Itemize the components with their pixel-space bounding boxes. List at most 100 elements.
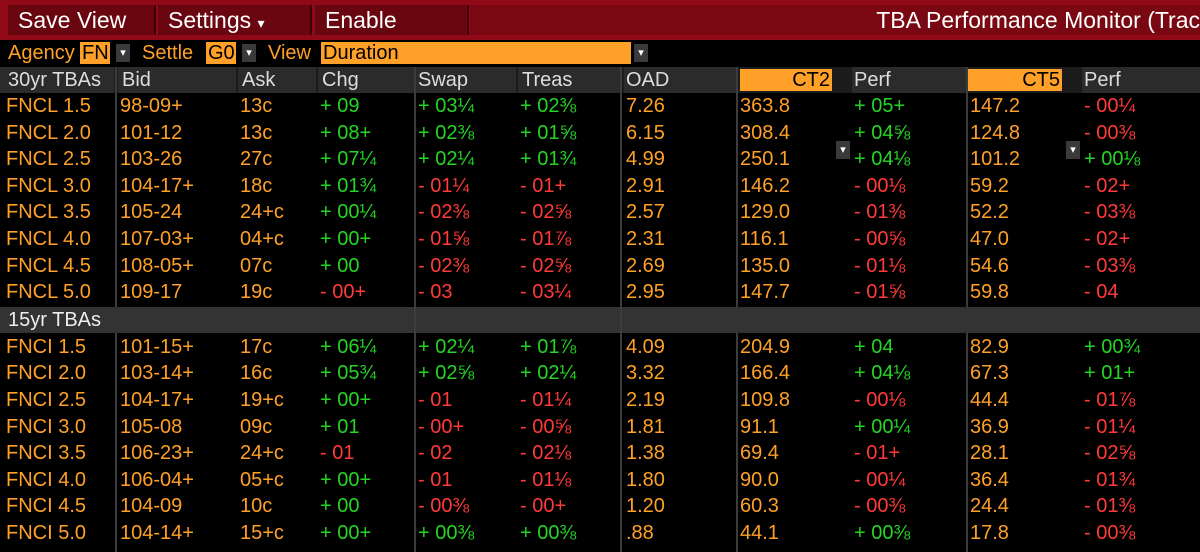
- cell-treas: + 01¾: [520, 148, 577, 171]
- cell-chg: + 01¾: [320, 174, 377, 197]
- cell-ct5: 101.2: [970, 148, 1021, 171]
- header-oad[interactable]: OAD: [624, 67, 736, 93]
- ct2-dropdown-icon[interactable]: ▾: [836, 141, 850, 159]
- cell-ct5: 52.2: [970, 201, 1009, 224]
- cell-perf1: - 01⅝: [854, 281, 906, 304]
- table-row[interactable]: FNCL 5.0 109-17 19c - 00+ - 03 - 03¼ 2.95 147.7…: [0, 279, 1200, 306]
- cell-ct5: 17.8: [970, 522, 1009, 544]
- cell-ask: 05+c: [240, 468, 284, 491]
- table-row[interactable]: FNCL 4.5 108-05+ 07c + 00 - 02⅜ - 02⅝ 2.69 135.…: [0, 253, 1200, 280]
- cell-oad: 2.69: [626, 254, 665, 277]
- settings-button[interactable]: Settings ▾: [158, 5, 312, 35]
- cell-perf2: - 00¼: [1084, 95, 1136, 117]
- cell-ct5: 54.6: [970, 254, 1009, 277]
- cell-ask: 04+c: [240, 228, 284, 250]
- cell-bid: 105-24: [120, 201, 183, 224]
- cell-perf1: + 04⅛: [854, 362, 911, 385]
- cell-name[interactable]: FNCL 3.5: [6, 201, 91, 224]
- cell-ask: 18c: [240, 174, 273, 197]
- table-row[interactable]: FNCL 1.5 98-09+ 13c + 09 + 03¼ + 02⅜ 7.26 363.8…: [0, 93, 1200, 120]
- table-row[interactable]: FNCL 3.5 105-24 24+c + 00¼ - 02⅜ - 02⅝ 2.57 129…: [0, 199, 1200, 226]
- header-swap[interactable]: Swap: [416, 67, 516, 93]
- table-row[interactable]: FNCI 1.5 101-15+ 17c + 06¼ + 02¼ + 01⅞ 4.09 204…: [0, 334, 1200, 361]
- ct2-selector[interactable]: CT2: [740, 69, 832, 91]
- cell-chg: + 00: [320, 254, 360, 277]
- cell-chg: + 00+: [320, 228, 372, 250]
- cell-name[interactable]: FNCI 3.5: [6, 442, 87, 465]
- cell-treas: + 02¼: [520, 362, 577, 385]
- cell-ask: 16c: [240, 362, 273, 385]
- settle-label: Settle: [142, 42, 194, 64]
- cell-perf2: - 00⅜: [1084, 522, 1136, 544]
- cell-name[interactable]: FNCL 1.5: [6, 95, 91, 117]
- table-row[interactable]: FNCL 4.0 107-03+ 04+c + 00+ - 01⅝ - 01⅞ 2.31 11…: [0, 226, 1200, 253]
- cell-treas: + 01⅝: [520, 121, 577, 144]
- cell-treas: - 03¼: [520, 281, 572, 304]
- header-bid[interactable]: Bid: [118, 67, 236, 93]
- cell-oad: 7.26: [626, 95, 665, 117]
- cell-perf2: - 03⅜: [1084, 201, 1136, 224]
- cell-name[interactable]: FNCL 3.0: [6, 174, 91, 197]
- cell-perf2: + 00¾: [1084, 335, 1141, 358]
- cell-bid: 104-09: [120, 495, 183, 518]
- cell-swap: - 01¼: [418, 174, 470, 197]
- cell-oad: 4.09: [626, 335, 665, 358]
- table-row[interactable]: FNCI 2.5 104-17+ 19+c + 00+ - 01 - 01¼ 2.19 109…: [0, 387, 1200, 414]
- cell-name[interactable]: FNCI 2.5: [6, 389, 87, 411]
- view-field[interactable]: Duration: [321, 42, 631, 64]
- cell-name[interactable]: FNCL 2.0: [6, 121, 91, 144]
- cell-name[interactable]: FNCI 4.0: [6, 468, 87, 491]
- cell-bid: 101-15+: [120, 335, 194, 358]
- agency-field[interactable]: FN: [80, 42, 110, 64]
- cell-bid: 104-14+: [120, 522, 194, 544]
- ct5-selector[interactable]: CT5: [968, 69, 1062, 91]
- cell-name[interactable]: FNCL 2.5: [6, 148, 91, 171]
- table-row[interactable]: FNCI 2.0 103-14+ 16c + 05¾ + 02⅝ + 02¼ 3.32 166…: [0, 360, 1200, 387]
- save-view-button[interactable]: Save View: [8, 5, 156, 35]
- cell-ct5: 24.4: [970, 495, 1009, 518]
- status-strip: [0, 540, 1200, 552]
- header-perf-1[interactable]: Perf: [852, 67, 966, 93]
- cell-perf2: + 01+: [1084, 362, 1136, 385]
- cell-name[interactable]: FNCI 4.5: [6, 495, 87, 518]
- cell-name[interactable]: FNCL 5.0: [6, 281, 91, 304]
- cell-name[interactable]: FNCI 2.0: [6, 362, 87, 385]
- cell-bid: 109-17: [120, 281, 183, 304]
- cell-perf1: + 04: [854, 335, 894, 358]
- cell-perf2: - 02+: [1084, 228, 1131, 250]
- cell-swap: - 01: [418, 468, 453, 491]
- cell-swap: - 00+: [418, 415, 465, 438]
- cell-ct2: 146.2: [740, 174, 791, 197]
- cell-treas: + 02⅜: [520, 95, 577, 117]
- cell-name[interactable]: FNCL 4.5: [6, 254, 91, 277]
- cell-name[interactable]: FNCL 4.0: [6, 228, 91, 250]
- table-row[interactable]: FNCI 5.0 104-14+ 15+c + 00+ + 00⅜ + 00⅜ .88 44.…: [0, 520, 1200, 547]
- header-chg[interactable]: Chg: [318, 67, 414, 93]
- cell-oad: .88: [626, 522, 654, 544]
- cell-name[interactable]: FNCI 1.5: [6, 335, 87, 358]
- header-treas[interactable]: Treas: [518, 67, 620, 93]
- table-row[interactable]: FNCL 2.0 101-12 13c + 08+ + 02⅜ + 01⅝ 6.15 308.…: [0, 120, 1200, 147]
- table-row[interactable]: FNCL 3.0 104-17+ 18c + 01¾ - 01¼ - 01+ 2.91 146…: [0, 173, 1200, 200]
- cell-perf1: + 04⅝: [854, 121, 911, 144]
- settle-dropdown-icon[interactable]: ▾: [242, 44, 256, 62]
- cell-treas: - 01¼: [520, 389, 572, 411]
- table-row[interactable]: FNCI 4.0 106-04+ 05+c + 00+ - 01 - 01⅛ 1.80 90.…: [0, 467, 1200, 494]
- ct5-dropdown-icon[interactable]: ▾: [1066, 141, 1080, 159]
- table-row[interactable]: FNCI 3.0 105-08 09c + 01 - 00+ - 00⅝ 1.81 91.1 +…: [0, 414, 1200, 441]
- cell-name[interactable]: FNCI 3.0: [6, 415, 87, 438]
- enable-swap-button[interactable]: Enable Swap: [315, 5, 469, 63]
- settle-field[interactable]: G0: [206, 42, 236, 64]
- table-row[interactable]: FNCI 3.5 106-23+ 24+c - 01 - 02 - 02⅛ 1.38 69.4…: [0, 440, 1200, 467]
- cell-name[interactable]: FNCI 5.0: [6, 522, 87, 544]
- header-perf-2[interactable]: Perf: [1082, 67, 1200, 93]
- table-row[interactable]: FNCI 4.5 104-09 10c + 00 - 00⅜ - 00+ 1.20 60.3 -…: [0, 493, 1200, 520]
- cell-bid: 105-08: [120, 415, 183, 438]
- view-dropdown-icon[interactable]: ▾: [634, 44, 648, 62]
- agency-dropdown-icon[interactable]: ▾: [116, 44, 130, 62]
- table-row[interactable]: FNCL 2.5 103-26 27c + 07¼ + 02¼ + 01¾ 4.99 250.…: [0, 146, 1200, 173]
- cell-bid: 106-23+: [120, 442, 194, 465]
- cell-perf1: + 04⅛: [854, 148, 911, 171]
- chevron-down-icon: ▾: [257, 15, 265, 31]
- header-ask[interactable]: Ask: [238, 67, 316, 93]
